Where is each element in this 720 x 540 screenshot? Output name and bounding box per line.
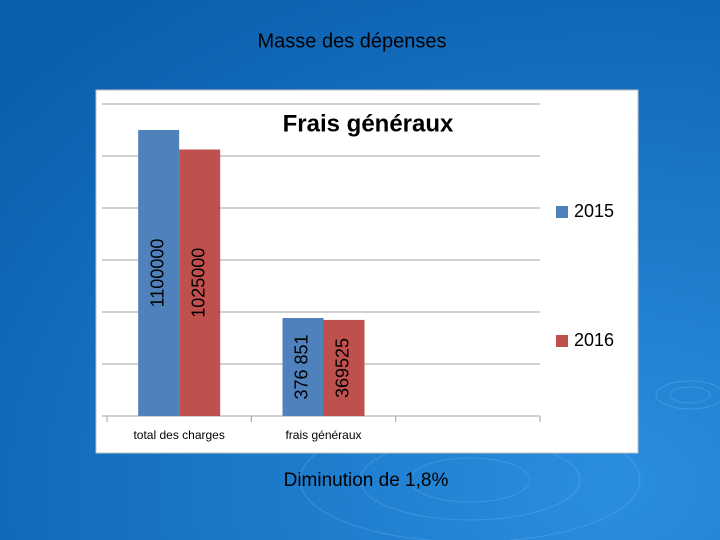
- bar: [179, 149, 221, 416]
- data-label: 1100000: [147, 239, 167, 308]
- data-label: 1025000: [188, 248, 208, 318]
- data-label: 376 851: [292, 334, 312, 399]
- data-label: 369525: [333, 338, 353, 398]
- x-tick-label: frais généraux: [285, 428, 361, 442]
- legend-swatch: [556, 206, 568, 218]
- legend-label: 2016: [574, 330, 614, 350]
- slide-title: Masse des dépenses: [257, 30, 446, 52]
- bar: [282, 318, 324, 416]
- footer: Diminution de 1,8%: [284, 470, 449, 491]
- chart-title: Frais généraux: [283, 110, 454, 137]
- legend-label: 2015: [574, 201, 614, 221]
- x-tick-label: total des charges: [133, 428, 224, 442]
- legend-swatch: [556, 335, 568, 347]
- bar: [138, 130, 180, 416]
- bar: [323, 319, 365, 416]
